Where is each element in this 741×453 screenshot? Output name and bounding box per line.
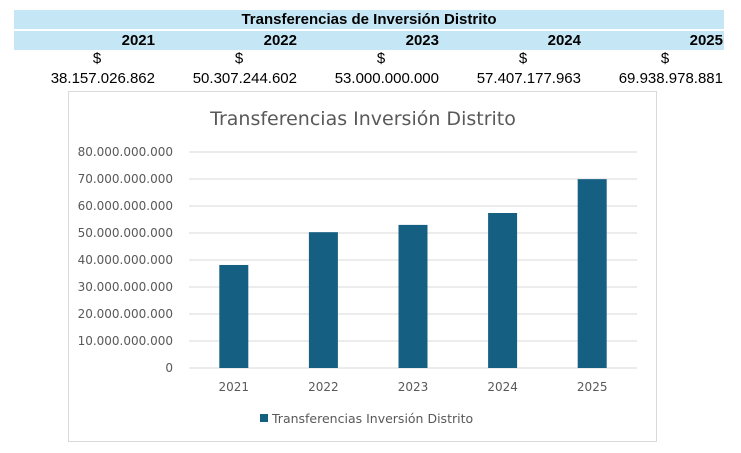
table-value-cell: 38.157.026.862 — [50, 70, 155, 87]
table-year-cell: 2024 — [547, 32, 581, 49]
currency-symbol: $ — [376, 50, 386, 67]
x-tick-label: 2025 — [577, 380, 608, 394]
y-tick-label: 70.000.000.000 — [78, 172, 173, 186]
table-year-cell: 2025 — [689, 32, 723, 49]
chart-area: Transferencias Inversión Distrito 0 10.00… — [68, 91, 657, 442]
legend-swatch — [260, 414, 268, 422]
y-tick-label: 20.000.000.000 — [78, 307, 173, 321]
bar — [219, 264, 249, 368]
bar — [577, 179, 607, 368]
x-axis-labels: 2021 2022 2023 2024 2025 — [219, 380, 608, 394]
table-value-cell: 69.938.978.881 — [618, 70, 723, 87]
x-tick-label: 2021 — [219, 380, 250, 394]
chart-title: Transferencias Inversión Distrito — [209, 108, 516, 130]
table-year-row: 2021 2022 2023 2024 2025 — [14, 30, 724, 50]
y-tick-label: 50.000.000.000 — [78, 226, 173, 240]
bar — [308, 232, 338, 368]
x-tick-label: 2022 — [308, 380, 339, 394]
legend-label: Transferencias Inversión Distrito — [271, 411, 473, 426]
bars — [219, 179, 607, 368]
x-tick-label: 2023 — [398, 380, 429, 394]
y-tick-label: 40.000.000.000 — [78, 253, 173, 267]
table-year-cell: 2023 — [405, 32, 439, 49]
table-value-row: 38.157.026.862 50.307.244.602 53.000.000… — [14, 69, 724, 88]
currency-symbol: $ — [92, 50, 102, 67]
y-tick-label: 30.000.000.000 — [78, 280, 173, 294]
y-axis-labels: 0 10.000.000.000 20.000.000.000 30.000.000.… — [78, 145, 173, 375]
currency-symbol: $ — [234, 50, 244, 67]
bar-chart: Transferencias Inversión Distrito 0 10.00… — [78, 108, 637, 426]
bar — [398, 224, 428, 368]
table-value-cell: 53.000.000.000 — [334, 70, 439, 87]
y-tick-label: 10.000.000.000 — [78, 334, 173, 348]
legend: Transferencias Inversión Distrito — [260, 411, 473, 426]
currency-symbol: $ — [660, 50, 670, 67]
y-tick-label: 80.000.000.000 — [78, 145, 173, 159]
currency-symbol: $ — [518, 50, 528, 67]
table-year-cell: 2021 — [121, 32, 155, 49]
bar — [488, 213, 518, 368]
table-value-cell: 50.307.244.602 — [192, 70, 297, 87]
table-currency-row: $ $ $ $ $ — [14, 50, 724, 68]
y-tick-label: 0 — [165, 361, 173, 375]
table-title: Transferencias de Inversión Distrito — [14, 10, 724, 29]
table-value-cell: 57.407.177.963 — [476, 70, 581, 87]
x-tick-label: 2024 — [487, 380, 518, 394]
y-tick-label: 60.000.000.000 — [78, 199, 173, 213]
table-year-cell: 2022 — [263, 32, 297, 49]
